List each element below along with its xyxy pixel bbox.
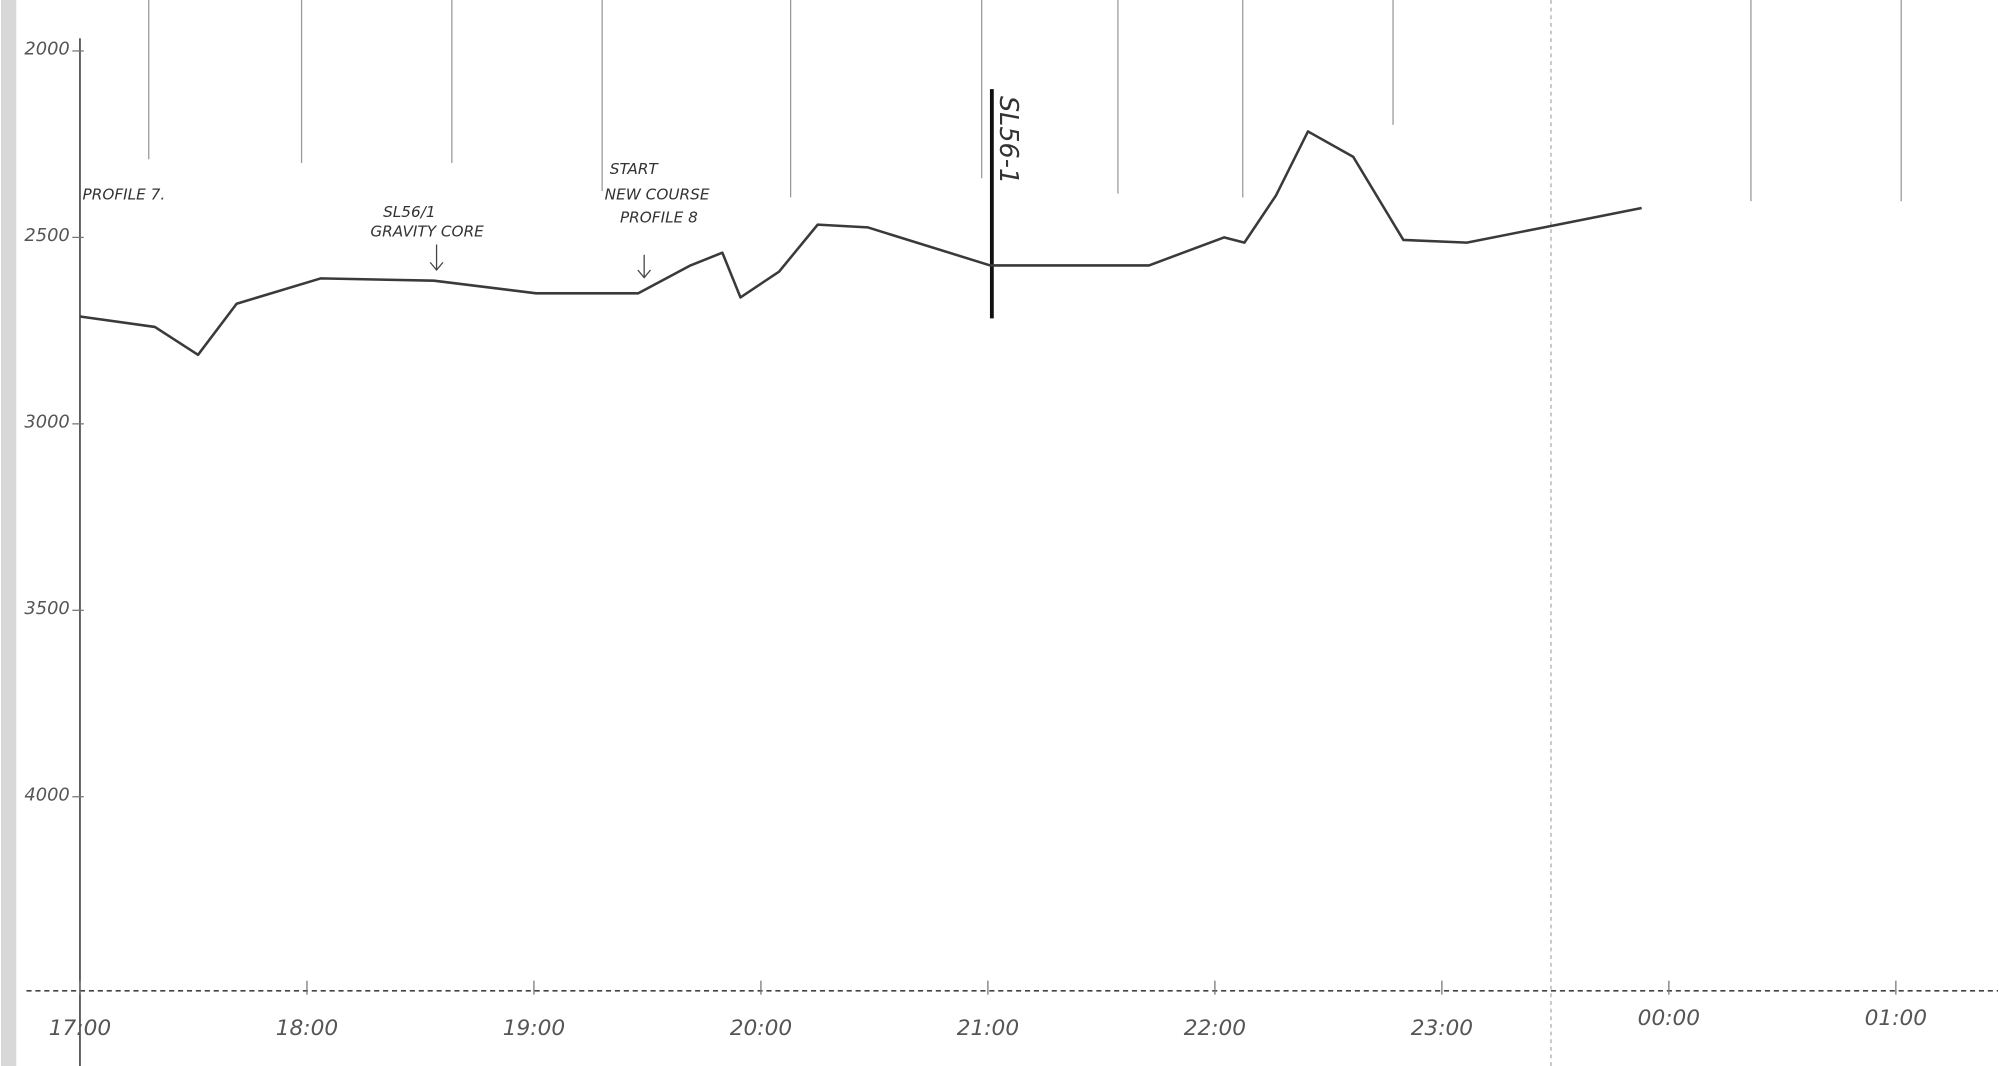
x-tick-label: 17:00	[49, 1016, 111, 1041]
y-tick-label: 3500	[24, 598, 69, 619]
annotation: PROFILE 7.	[83, 185, 166, 203]
x-tick-label: 23:00	[1411, 1016, 1473, 1041]
annotation: NEW COURSE	[605, 185, 710, 203]
depth-profile	[79, 130, 1642, 357]
x-tick-label: 20:00	[730, 1016, 792, 1041]
y-tick-label: 3000	[24, 412, 69, 433]
annotation: SL56-1	[993, 96, 1023, 184]
y-tick-label: 2000	[24, 39, 69, 60]
fix-marks	[148, 0, 1902, 202]
x-tick-label: 01:00	[1865, 1006, 1927, 1031]
annotation: START	[610, 160, 660, 178]
annotation: SL56/1	[383, 203, 435, 221]
x-tick-label: 21:00	[957, 1016, 1019, 1041]
arrows	[429, 244, 652, 279]
annotation: GRAVITY CORE	[370, 222, 484, 240]
x-tick-label: 22:00	[1184, 1016, 1246, 1041]
paper-edge	[1, 0, 17, 1066]
y-tick-label: 4000	[24, 784, 69, 805]
annotation: PROFILE 8	[620, 208, 698, 226]
x-tick-label: 00:00	[1638, 1006, 1700, 1031]
x-tick-label: 18:00	[276, 1016, 338, 1041]
x-tick-label: 19:00	[503, 1016, 565, 1041]
y-tick-label: 2500	[24, 225, 69, 246]
